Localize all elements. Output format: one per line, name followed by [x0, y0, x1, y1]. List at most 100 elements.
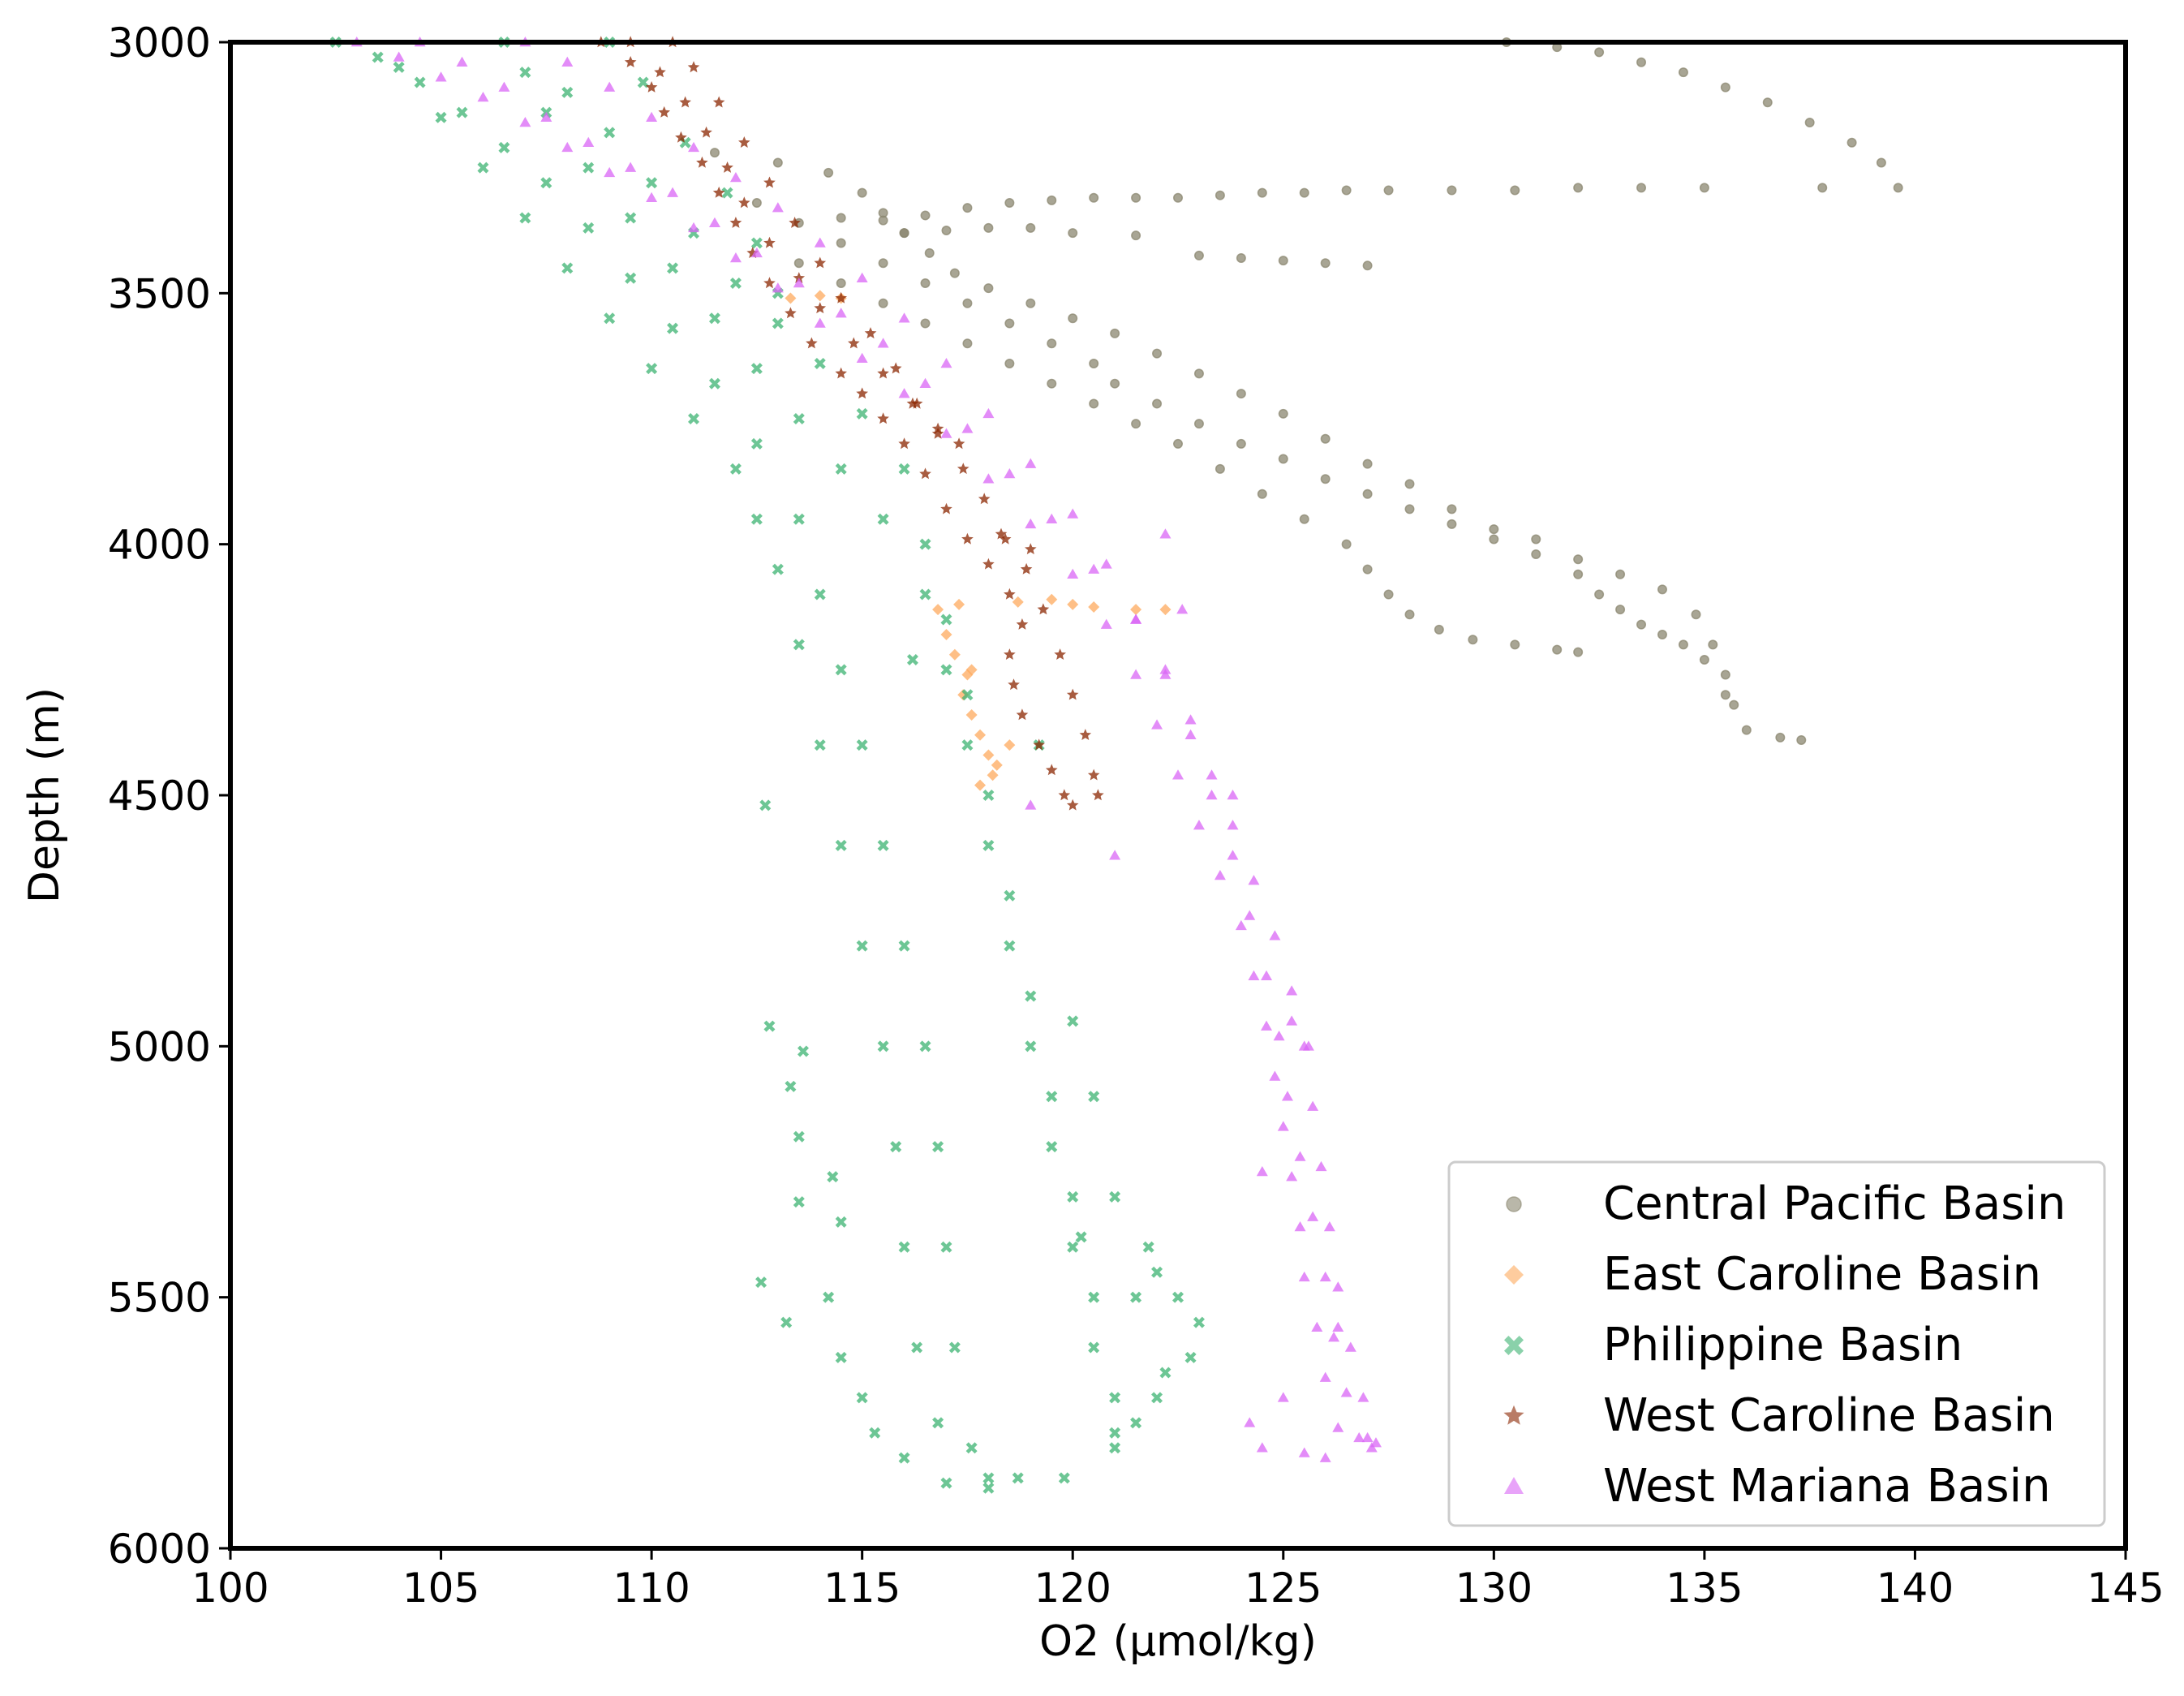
data-point [1227, 820, 1239, 830]
data-point [1236, 438, 1246, 449]
data-point [540, 177, 552, 189]
data-point [924, 248, 935, 258]
data-point [961, 423, 974, 433]
data-point [789, 217, 801, 228]
data-point [1468, 635, 1478, 645]
data-point [729, 217, 742, 228]
data-point [763, 1020, 776, 1032]
data-point [1046, 1141, 1058, 1153]
data-point [1008, 678, 1020, 691]
data-point [814, 256, 827, 269]
data-point [1286, 1171, 1298, 1182]
data-point [1573, 569, 1584, 579]
data-point [1281, 1091, 1293, 1101]
data-point [836, 213, 846, 223]
x-tick-label: 135 [1666, 1565, 1743, 1612]
data-point [1025, 458, 1037, 468]
data-point [519, 67, 531, 79]
data-point [1046, 1091, 1058, 1103]
data-point [919, 1040, 931, 1052]
data-point [1362, 458, 1373, 469]
data-point [1130, 604, 1142, 616]
data-point [729, 252, 742, 263]
data-point [962, 298, 973, 308]
data-point [456, 56, 468, 67]
data-point [1236, 389, 1246, 399]
data-point [1068, 228, 1078, 239]
data-point [898, 1241, 910, 1253]
data-point [848, 337, 860, 349]
data-point [877, 1040, 889, 1052]
data-point [1341, 539, 1352, 549]
data-point [763, 236, 776, 248]
data-point [932, 1141, 944, 1153]
data-point [1636, 57, 1647, 67]
data-point [1261, 970, 1273, 980]
data-point [1741, 725, 1752, 735]
data-point [1328, 1332, 1340, 1342]
data-point [372, 51, 384, 63]
data-point [1278, 256, 1288, 266]
data-point [1244, 910, 1256, 920]
data-point [835, 367, 847, 379]
legend-label: East Caroline Basin [1603, 1248, 2041, 1301]
data-point [1131, 230, 1141, 241]
x-tick-label: 115 [823, 1565, 901, 1612]
data-point [1025, 518, 1037, 529]
data-point [1047, 195, 1057, 205]
y-tick-label: 4000 [108, 522, 211, 569]
data-point [708, 377, 720, 390]
data-point [1269, 1070, 1281, 1081]
legend-label: West Mariana Basin [1603, 1460, 2051, 1513]
data-point [1298, 1271, 1310, 1282]
data-point [823, 167, 834, 178]
data-point [793, 639, 805, 651]
data-point [1109, 1442, 1121, 1454]
data-point [962, 338, 973, 349]
data-point [1152, 398, 1163, 409]
y-tick-label: 3500 [108, 270, 211, 317]
data-point [721, 161, 733, 173]
data-point [688, 222, 700, 233]
data-point [940, 428, 952, 438]
data-point [1193, 820, 1205, 830]
data-point [1089, 398, 1099, 409]
data-point [1079, 729, 1092, 740]
data-point [1531, 549, 1541, 560]
data-point [1025, 543, 1037, 555]
data-point [1058, 1472, 1070, 1484]
data-point [898, 437, 910, 450]
data-point [1131, 192, 1141, 203]
data-point [877, 513, 889, 525]
data-point [750, 237, 763, 249]
data-point [878, 258, 888, 269]
data-point [911, 1341, 923, 1354]
data-point [940, 629, 952, 641]
data-point [1047, 338, 1057, 349]
data-point [561, 56, 574, 67]
data-point [1847, 137, 1857, 148]
data-point [561, 141, 574, 153]
data-point [856, 387, 868, 399]
data-point [498, 141, 510, 153]
data-point [1025, 222, 1036, 233]
data-point [878, 215, 888, 226]
data-point [957, 463, 969, 475]
data-point [899, 228, 909, 239]
data-point [1678, 639, 1688, 650]
data-point [1510, 185, 1520, 196]
data-point [646, 111, 658, 123]
legend: Central Pacific Basin East Caroline Basin… [1447, 1160, 2106, 1527]
data-point [1067, 568, 1079, 579]
data-point [1362, 564, 1373, 575]
data-point [982, 790, 995, 801]
data-point [1109, 1190, 1121, 1203]
data-point [983, 222, 994, 233]
data-point [519, 212, 531, 224]
data-point [1088, 563, 1100, 574]
data-point [687, 61, 700, 73]
data-point [856, 940, 868, 952]
data-point [688, 413, 700, 424]
data-point [645, 81, 658, 93]
